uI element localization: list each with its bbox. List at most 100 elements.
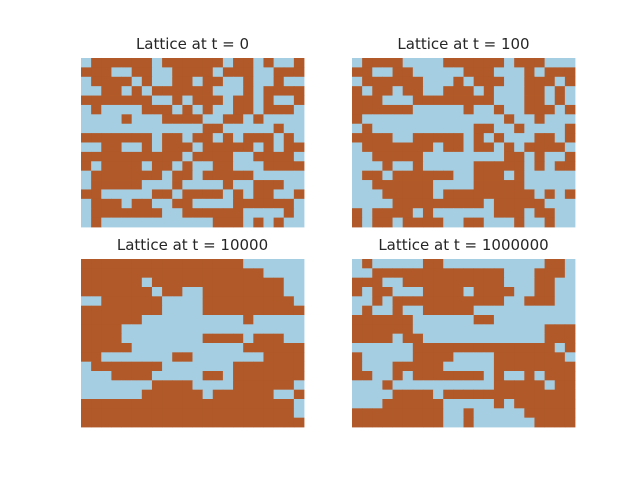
lattice-cell-r11-c8 — [162, 161, 173, 172]
lattice-cell-r17-c17 — [524, 417, 535, 428]
lattice-cell-r2-c21 — [564, 76, 576, 87]
lattice-cell-r11-c14 — [493, 361, 505, 372]
lattice-cell-r5-c12 — [473, 305, 485, 316]
lattice-cell-r1-c2 — [372, 268, 383, 279]
lattice-cell-r0-c6 — [141, 259, 153, 269]
lattice-cell-r10-c14 — [493, 151, 505, 162]
lattice-cell-r1-c6 — [412, 268, 424, 279]
lattice-cell-r4-c4 — [121, 296, 133, 307]
lattice-cell-r4-c17 — [524, 95, 535, 106]
lattice-cell-r11-c6 — [412, 161, 424, 172]
lattice-cell-r17-c2 — [372, 417, 383, 428]
lattice-cell-r5-c4 — [121, 305, 133, 316]
lattice-cell-r2-c9 — [172, 76, 183, 87]
lattice-cell-r3-c5 — [402, 287, 414, 297]
lattice-cell-r15-c20 — [283, 399, 295, 409]
lattice-cell-r15-c13 — [212, 399, 224, 409]
lattice-cell-r2-c1 — [362, 76, 373, 87]
lattice-cell-r15-c18 — [534, 399, 545, 409]
lattice-cell-r0-c1 — [362, 58, 373, 68]
lattice-cell-r14-c3 — [382, 189, 393, 200]
lattice-cell-r12-c16 — [514, 371, 525, 381]
lattice-cell-r0-c15 — [233, 259, 244, 269]
lattice-cell-r4-c3 — [111, 296, 122, 307]
lattice-cell-r16-c0 — [352, 408, 363, 419]
lattice-cell-r16-c17 — [253, 208, 264, 219]
lattice-cell-r9-c19 — [273, 142, 285, 153]
lattice-cell-r0-c4 — [392, 58, 404, 68]
lattice-cell-r0-c6 — [412, 58, 424, 68]
lattice-cell-r2-c15 — [233, 76, 244, 87]
lattice-cell-r4-c9 — [172, 296, 183, 307]
lattice-cell-r6-c0 — [352, 114, 363, 125]
lattice-cell-r11-c21 — [564, 361, 576, 372]
lattice-cell-r13-c18 — [534, 380, 545, 391]
lattice-cell-r17-c9 — [443, 217, 454, 228]
lattice-cell-r5-c18 — [534, 305, 545, 316]
lattice-cell-r13-c10 — [182, 180, 193, 190]
lattice-cell-r12-c18 — [263, 371, 274, 381]
lattice-cell-r6-c12 — [202, 114, 214, 125]
lattice-cell-r7-c10 — [453, 324, 464, 335]
lattice-cell-r15-c0 — [352, 198, 363, 209]
lattice-cell-r3-c8 — [162, 287, 173, 297]
lattice-cell-r9-c17 — [524, 343, 535, 353]
lattice-cell-r15-c5 — [131, 399, 143, 409]
lattice-cell-r12-c0 — [81, 170, 92, 181]
lattice-cell-r16-c18 — [534, 408, 545, 419]
lattice-cell-r13-c19 — [273, 180, 285, 190]
lattice-cell-r13-c6 — [412, 380, 424, 391]
lattice-cell-r9-c18 — [263, 343, 274, 353]
lattice-cell-r16-c2 — [101, 408, 112, 419]
lattice-cell-r11-c15 — [504, 361, 515, 372]
lattice-cell-r5-c5 — [402, 104, 414, 115]
lattice-cell-r10-c5 — [131, 151, 143, 162]
lattice-cell-r10-c9 — [443, 151, 454, 162]
lattice-cell-r5-c6 — [412, 305, 424, 316]
lattice-cell-r10-c15 — [504, 352, 515, 363]
lattice-cell-r5-c13 — [212, 305, 224, 316]
lattice-cell-r11-c7 — [151, 361, 163, 372]
lattice-cell-r1-c15 — [504, 67, 515, 78]
lattice-cell-r14-c11 — [463, 189, 475, 200]
lattice-cell-r1-c18 — [534, 268, 545, 279]
lattice-cell-r10-c21 — [564, 352, 576, 363]
lattice-cell-r14-c8 — [433, 189, 444, 200]
lattice-cell-r17-c18 — [263, 417, 274, 428]
lattice-cell-r3-c12 — [473, 287, 485, 297]
lattice-cell-r16-c5 — [131, 208, 143, 219]
lattice-cell-r13-c14 — [493, 380, 505, 391]
lattice-cell-r6-c0 — [81, 114, 92, 125]
lattice-cell-r16-c6 — [412, 208, 424, 219]
lattice-cell-r6-c8 — [433, 315, 444, 325]
lattice-cell-r2-c13 — [483, 76, 495, 87]
lattice-cell-r15-c17 — [524, 399, 535, 409]
lattice-cell-r12-c1 — [362, 371, 373, 381]
lattice-cell-r4-c16 — [514, 296, 525, 307]
lattice-cell-r4-c2 — [372, 95, 383, 106]
lattice-cell-r1-c10 — [453, 268, 464, 279]
lattice-cell-r17-c7 — [151, 417, 163, 428]
lattice-cell-r17-c3 — [382, 217, 393, 228]
lattice-cell-r1-c16 — [243, 67, 254, 78]
lattice-cell-r0-c12 — [202, 58, 214, 68]
lattice-cell-r0-c4 — [121, 58, 133, 68]
lattice-cell-r6-c6 — [412, 114, 424, 125]
lattice-cell-r7-c6 — [141, 324, 153, 335]
lattice-cell-r12-c14 — [222, 170, 234, 181]
lattice-cell-r1-c4 — [392, 67, 404, 78]
lattice-cell-r9-c5 — [402, 142, 414, 153]
lattice-cell-r8-c14 — [222, 133, 234, 143]
lattice-cell-r17-c11 — [192, 217, 204, 228]
lattice-cell-r16-c4 — [121, 208, 133, 219]
lattice-cell-r13-c5 — [402, 380, 414, 391]
lattice-cell-r7-c9 — [443, 123, 454, 134]
lattice-cell-r1-c8 — [162, 268, 173, 279]
lattice-cell-r6-c3 — [111, 114, 122, 125]
lattice-cell-r6-c20 — [554, 114, 566, 125]
lattice-cell-r9-c0 — [81, 343, 92, 353]
lattice-cell-r11-c2 — [101, 161, 112, 172]
lattice-cell-r5-c4 — [121, 104, 133, 115]
lattice-cell-r11-c6 — [412, 361, 424, 372]
